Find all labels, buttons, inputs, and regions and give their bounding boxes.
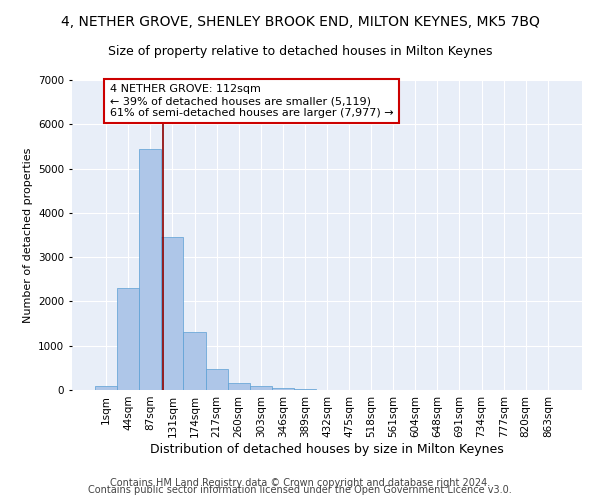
X-axis label: Distribution of detached houses by size in Milton Keynes: Distribution of detached houses by size … <box>150 442 504 456</box>
Bar <box>206 369 227 390</box>
Bar <box>294 388 316 390</box>
Bar <box>250 386 272 390</box>
Text: 4, NETHER GROVE, SHENLEY BROOK END, MILTON KEYNES, MK5 7BQ: 4, NETHER GROVE, SHENLEY BROOK END, MILT… <box>61 15 539 29</box>
Text: Contains HM Land Registry data © Crown copyright and database right 2024.: Contains HM Land Registry data © Crown c… <box>110 478 490 488</box>
Bar <box>139 148 161 390</box>
Text: Size of property relative to detached houses in Milton Keynes: Size of property relative to detached ho… <box>108 45 492 58</box>
Text: 4 NETHER GROVE: 112sqm
← 39% of detached houses are smaller (5,119)
61% of semi-: 4 NETHER GROVE: 112sqm ← 39% of detached… <box>110 84 393 117</box>
Text: Contains public sector information licensed under the Open Government Licence v3: Contains public sector information licen… <box>88 485 512 495</box>
Bar <box>272 388 294 390</box>
Bar <box>161 237 184 390</box>
Bar <box>227 383 250 390</box>
Y-axis label: Number of detached properties: Number of detached properties <box>23 148 32 322</box>
Bar <box>117 288 139 390</box>
Bar <box>184 332 206 390</box>
Bar <box>95 386 117 390</box>
